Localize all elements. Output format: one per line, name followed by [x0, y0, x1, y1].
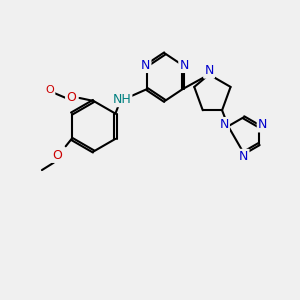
Text: O: O [46, 85, 54, 95]
Text: N: N [204, 64, 214, 77]
Text: N: N [258, 118, 267, 131]
Text: N: N [141, 59, 150, 72]
Text: O: O [66, 92, 76, 104]
Text: N: N [179, 59, 189, 72]
Text: NH: NH [112, 93, 131, 106]
Text: N: N [239, 150, 248, 163]
Text: O: O [52, 149, 62, 162]
Text: N: N [219, 118, 229, 131]
